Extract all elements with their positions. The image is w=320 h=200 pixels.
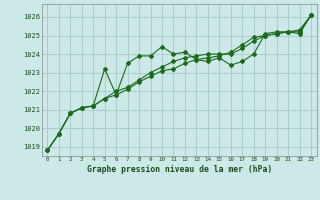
X-axis label: Graphe pression niveau de la mer (hPa): Graphe pression niveau de la mer (hPa) [87,165,272,174]
